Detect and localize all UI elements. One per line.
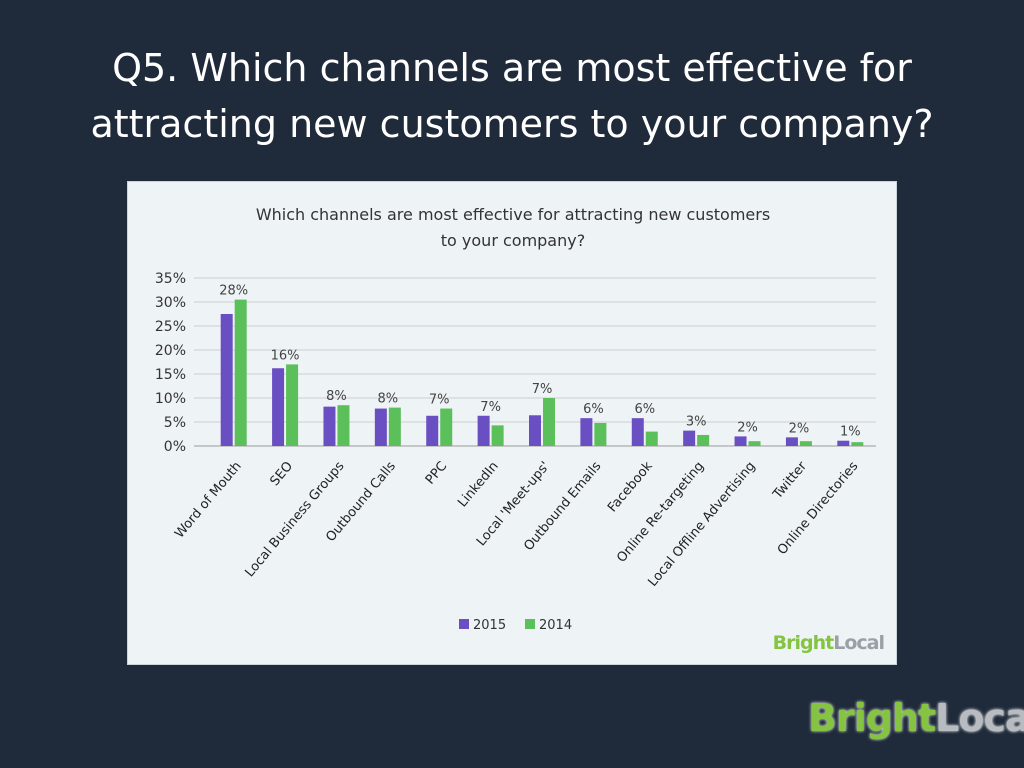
data-label: 6% [583,402,604,417]
slide-title-line-1: Q5. Which channels are most effective fo… [112,46,912,90]
slide-brightlocal-logo: BrightLocal [808,696,1024,740]
bar-2014 [543,398,555,446]
data-label: 1% [840,425,861,440]
y-tick-label: 10% [155,391,186,407]
bar-2015 [734,436,747,446]
y-tick-label: 25% [155,319,186,335]
x-category-label: SEO [267,459,296,489]
data-label: 7% [532,382,553,397]
bar-2014 [286,364,299,446]
data-label: 8% [378,392,399,407]
bar-2014 [234,299,247,446]
chart-panel: Which channels are most effective for at… [127,181,897,665]
bar-chart: Which channels are most effective for at… [155,205,876,633]
y-tick-label: 20% [155,343,186,359]
slide-title: Q5. Which channels are most effective fo… [30,40,994,152]
y-tick-label: 5% [164,415,186,431]
data-label: 2% [789,421,810,436]
bar-2014 [645,431,658,446]
bar-2015 [837,440,850,446]
data-label: 16% [271,348,300,363]
bar-2014 [491,425,504,446]
chart-logo-part-local: Local [833,632,885,654]
bar-2015 [580,418,593,446]
bar-2014 [594,422,607,446]
data-label: 8% [326,389,347,404]
data-label: 7% [429,393,450,408]
x-category-label: Online Re-targeting [614,459,707,566]
bar-2015 [631,418,644,446]
y-tick-label: 35% [155,271,186,287]
slide-title-line-2: attracting new customers to your company… [90,102,934,146]
x-category-label: Facebook [605,459,656,516]
x-category-label: Local Business Groups [242,459,347,580]
bar-2015 [220,314,233,446]
x-category-label: Word of Mouth [172,459,245,541]
bar-2014 [748,441,761,446]
legend-swatch-2015 [459,619,469,629]
data-label: 28% [219,284,248,299]
slide-logo-part-local: Local [935,696,1024,740]
legend-label-2015: 2015 [473,618,506,633]
y-tick-label: 0% [164,439,186,455]
legend-swatch-2014 [525,619,535,629]
data-label: 3% [686,415,707,430]
chart-title-line-2: to your company? [441,231,585,250]
bar-2015 [426,415,439,446]
bar-2014 [697,434,710,446]
x-category-label: Local Offline Advertising [645,459,758,590]
bar-2014 [337,405,350,446]
chart-logo-part-bright: Bright [772,632,835,654]
bar-2014 [440,408,453,446]
bar-2014 [388,407,401,446]
y-tick-label: 15% [155,367,186,383]
bar-2015 [477,415,490,446]
bar-2015 [529,415,541,446]
bar-2014 [799,441,812,446]
y-tick-label: 30% [155,295,186,311]
data-label: 6% [634,402,655,417]
bar-2015 [683,430,696,446]
bar-2015 [323,406,336,446]
data-label: 2% [737,420,758,435]
x-category-label: Twitter [770,458,811,502]
slide-logo-part-bright: Bright [808,696,936,740]
chart-brightlocal-logo: BrightLocal [772,632,885,654]
bar-2015 [272,368,285,446]
x-category-label: PPC [423,459,450,488]
data-label: 7% [480,400,501,415]
bar-2015 [374,408,387,446]
chart-title-line-1: Which channels are most effective for at… [256,205,770,224]
legend-label-2014: 2014 [539,618,572,633]
x-category-label: LinkedIn [455,459,502,510]
bar-2015 [785,437,798,446]
bar-2014 [851,442,864,446]
